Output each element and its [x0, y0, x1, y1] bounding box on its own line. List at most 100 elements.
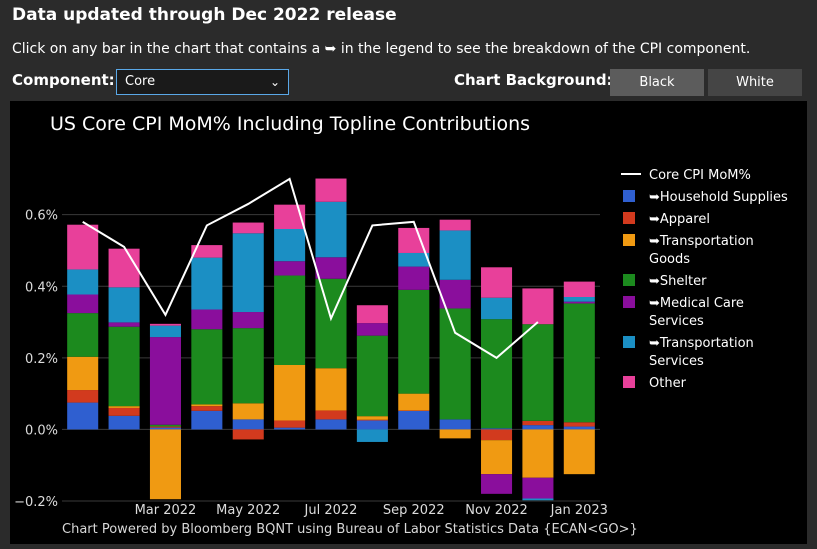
bar-segment[interactable]	[191, 410, 223, 430]
bar-segment[interactable]	[149, 426, 181, 428]
bar-segment[interactable]	[481, 428, 513, 430]
bar-segment[interactable]	[398, 410, 430, 430]
bar-segment[interactable]	[149, 429, 181, 500]
bar-segment[interactable]	[563, 301, 595, 304]
bar-segment[interactable]	[67, 356, 99, 391]
bar-segment[interactable]	[356, 335, 388, 417]
bar-segment[interactable]	[356, 419, 388, 421]
legend-label[interactable]: ➥Shelter	[649, 274, 707, 289]
bar-segment[interactable]	[67, 294, 99, 314]
bar-segment[interactable]	[356, 305, 388, 324]
bar-segment[interactable]	[439, 308, 471, 420]
bar-segment[interactable]	[439, 429, 471, 439]
bar-segment[interactable]	[274, 229, 306, 262]
bar-segment[interactable]	[191, 257, 223, 310]
bar-segment[interactable]	[563, 426, 595, 430]
background-white-button[interactable]: White	[708, 69, 802, 96]
bar-segment[interactable]	[439, 219, 471, 231]
bar-segment[interactable]	[439, 230, 471, 280]
bar-segment[interactable]	[67, 402, 99, 430]
bar-segment[interactable]	[481, 319, 513, 429]
bar-segment[interactable]	[439, 419, 471, 430]
bar-segment[interactable]	[232, 328, 264, 404]
legend-label[interactable]: Other	[649, 376, 687, 391]
bar-segment[interactable]	[563, 429, 595, 475]
bar-segment[interactable]	[274, 261, 306, 276]
bar-segment[interactable]	[356, 416, 388, 420]
bar-segment[interactable]	[274, 275, 306, 365]
bar-segment[interactable]	[232, 233, 264, 313]
bar-segment[interactable]	[356, 420, 388, 430]
bar-segment[interactable]	[149, 427, 181, 430]
bar-segment[interactable]	[108, 407, 140, 416]
bar-segment[interactable]	[563, 303, 595, 423]
bar-segment[interactable]	[522, 324, 554, 421]
legend-label[interactable]: ➥Apparel	[649, 212, 710, 227]
bar-segment[interactable]	[191, 406, 223, 411]
legend-label[interactable]: ➥Medical Care Services	[649, 296, 744, 329]
bar-segment[interactable]	[191, 329, 223, 405]
bar-segment[interactable]	[315, 178, 347, 202]
bar-segment[interactable]	[108, 322, 140, 327]
bar-segment[interactable]	[522, 425, 554, 430]
bar-segment[interactable]	[191, 404, 223, 407]
legend-label[interactable]: ➥Household Supplies	[649, 190, 788, 205]
component-select[interactable]: Core ⌄	[116, 69, 289, 95]
bar-segment[interactable]	[274, 420, 306, 428]
bar-segment[interactable]	[274, 427, 306, 430]
bar-segment[interactable]	[522, 429, 554, 478]
bar-segment[interactable]	[149, 323, 181, 326]
legend-label[interactable]: ➥Transportation Goods	[649, 234, 754, 267]
bar-segment[interactable]	[398, 289, 430, 394]
bar-segment[interactable]	[481, 267, 513, 298]
bar-segment[interactable]	[149, 325, 181, 338]
bar-segment[interactable]	[232, 403, 264, 420]
bar-segment[interactable]	[315, 201, 347, 258]
bar-segment[interactable]	[398, 393, 430, 411]
bar-segment[interactable]	[563, 281, 595, 297]
bar-segment[interactable]	[149, 424, 181, 427]
bar-segment[interactable]	[356, 429, 388, 442]
bar-segment[interactable]	[67, 390, 99, 403]
bar-segment[interactable]	[481, 474, 513, 494]
bar-segment[interactable]	[398, 266, 430, 290]
legend-swatch[interactable]	[623, 296, 635, 308]
legend-swatch[interactable]	[623, 336, 635, 348]
background-black-button[interactable]: Black	[610, 69, 704, 96]
bar-segment[interactable]	[191, 245, 223, 258]
legend-swatch[interactable]	[623, 212, 635, 224]
bar-segment[interactable]	[481, 297, 513, 320]
bar-segment[interactable]	[315, 257, 347, 279]
bar-segment[interactable]	[315, 419, 347, 430]
bar-segment[interactable]	[108, 415, 140, 430]
bar-segment[interactable]	[481, 429, 513, 441]
bar-segment[interactable]	[108, 248, 140, 288]
legend-swatch[interactable]	[623, 274, 635, 286]
bar-segment[interactable]	[398, 252, 430, 267]
bar-segment[interactable]	[522, 498, 554, 501]
bar-segment[interactable]	[356, 323, 388, 336]
legend-label[interactable]: ➥Transportation Services	[649, 336, 754, 369]
bar-segment[interactable]	[315, 368, 347, 411]
bar-segment[interactable]	[481, 440, 513, 475]
legend-swatch[interactable]	[623, 190, 635, 202]
bar-segment[interactable]	[522, 288, 554, 325]
bar-segment[interactable]	[232, 419, 264, 430]
bar-segment[interactable]	[67, 313, 99, 357]
bar-segment[interactable]	[522, 420, 554, 426]
legend-swatch[interactable]	[623, 234, 635, 246]
bar-segment[interactable]	[522, 477, 554, 499]
bar-segment[interactable]	[563, 422, 595, 427]
bar-segment[interactable]	[274, 365, 306, 421]
bar-segment[interactable]	[232, 222, 264, 234]
bar-segment[interactable]	[398, 410, 430, 411]
bar-segment[interactable]	[232, 312, 264, 329]
bar-segment[interactable]	[563, 297, 595, 302]
bar-segment[interactable]	[67, 224, 99, 270]
bar-segment[interactable]	[191, 309, 223, 330]
bar-segment[interactable]	[149, 337, 181, 425]
legend-swatch[interactable]	[623, 376, 635, 388]
bar-segment[interactable]	[315, 410, 347, 420]
bar-segment[interactable]	[108, 287, 140, 323]
bar-segment[interactable]	[67, 269, 99, 295]
